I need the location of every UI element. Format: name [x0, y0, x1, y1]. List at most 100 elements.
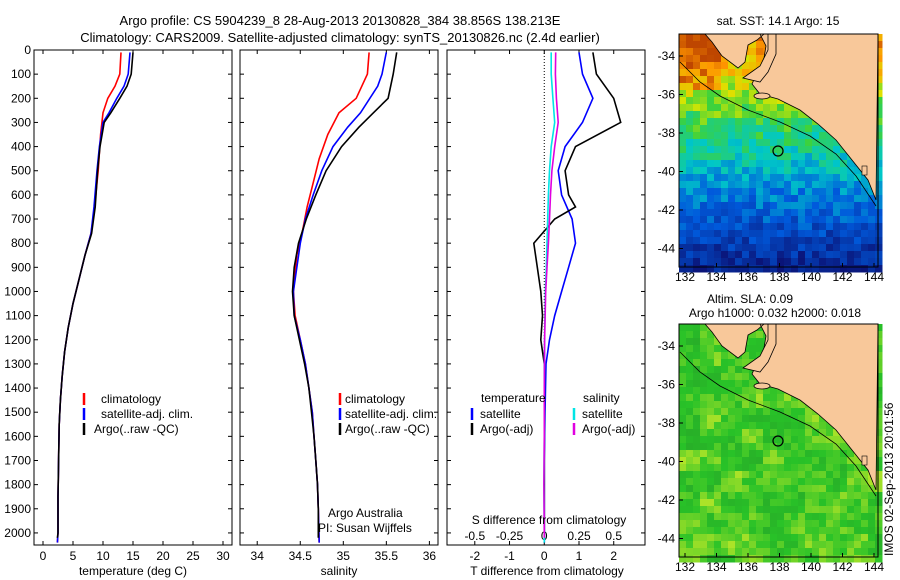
sst-field-cell	[728, 195, 736, 203]
sla-field-cell	[714, 527, 722, 535]
sst-field-cell	[763, 251, 771, 259]
sst-field-cell	[854, 223, 862, 231]
sla-field-cell	[798, 534, 806, 542]
sla-field-cell	[742, 541, 750, 549]
sla-field-cell	[833, 450, 841, 458]
sla-field-cell	[791, 429, 799, 437]
sst-field-cell	[707, 41, 715, 49]
sst-field-cell	[714, 174, 722, 182]
sst-field-cell	[707, 83, 715, 91]
sst-field-cell	[875, 34, 883, 42]
sla-field-cell	[693, 401, 701, 409]
sst-field-cell	[770, 216, 778, 224]
sla-field-cell	[742, 520, 750, 528]
sst-field-cell	[875, 209, 883, 217]
sst-field-cell	[868, 216, 876, 224]
sla-field-cell	[791, 471, 799, 479]
sst-field-cell	[875, 181, 883, 189]
sla-field-cell	[707, 450, 715, 458]
sla-field-cell	[868, 478, 876, 486]
sla-field-cell	[875, 373, 883, 381]
sst-field-cell	[875, 223, 883, 231]
sla-field-cell	[707, 527, 715, 535]
sst-field-cell	[700, 125, 708, 133]
sla-field-cell	[826, 548, 834, 556]
temperature-x-tick-label: 0	[40, 549, 47, 563]
sla-field-cell	[763, 436, 771, 444]
sst-field-cell	[833, 188, 841, 196]
sla-field-cell	[847, 534, 855, 542]
sst-field-cell	[679, 125, 687, 133]
sla-field-cell	[784, 513, 792, 521]
sst-field-cell	[756, 118, 764, 126]
sst-field-cell	[728, 223, 736, 231]
sla-field-cell	[770, 408, 778, 416]
sla-field-cell	[707, 471, 715, 479]
sst-field-cell	[826, 265, 834, 273]
sst-field-cell	[798, 160, 806, 168]
sst-field-cell	[791, 132, 799, 140]
sst-field-cell	[798, 125, 806, 133]
sla-field-cell	[686, 345, 694, 353]
sla-field-cell	[693, 338, 701, 346]
sst-field-cell	[721, 97, 729, 105]
sla-field-cell	[777, 408, 785, 416]
sst-field-cell	[714, 209, 722, 217]
sst-field-cell	[707, 230, 715, 238]
sst-field-cell	[791, 202, 799, 210]
sla-field-cell	[693, 324, 701, 332]
sst-field-cell	[679, 69, 687, 77]
sst-field-cell	[833, 139, 841, 147]
sst-field-cell	[679, 76, 687, 84]
sla-field-cell	[728, 415, 736, 423]
sla-field-cell	[840, 485, 848, 493]
sla-field-cell	[700, 338, 708, 346]
sla-field-cell	[861, 464, 869, 472]
sst-field-cell	[763, 167, 771, 175]
sla-field-cell	[735, 485, 743, 493]
sst-field-cell	[749, 104, 757, 112]
sst-field-cell	[777, 160, 785, 168]
sst-field-cell	[798, 258, 806, 266]
sla-field-cell	[777, 478, 785, 486]
sst-field-cell	[875, 69, 883, 77]
sla-field-cell	[770, 520, 778, 528]
sst-field-cell	[679, 188, 687, 196]
sla-field-cell	[742, 527, 750, 535]
sla-field-cell	[749, 408, 757, 416]
sst-field-cell	[784, 188, 792, 196]
sla-field-cell	[819, 478, 827, 486]
sla-field-cell	[679, 555, 687, 563]
temperature-series-argo-raw-qc-	[56, 52, 134, 538]
sla-field-cell	[763, 527, 771, 535]
sst-field-cell	[868, 237, 876, 245]
legend-label-t-satellite: satellite	[480, 407, 521, 421]
sst-field-cell	[700, 111, 708, 119]
sla-field-cell	[735, 415, 743, 423]
sla-field-cell	[728, 429, 736, 437]
sla-field-cell	[742, 464, 750, 472]
sst-field-cell	[854, 258, 862, 266]
map-x-tick-label: 144	[864, 560, 884, 574]
sla-field-cell	[749, 457, 757, 465]
sst-field-cell	[721, 195, 729, 203]
legend-label-t-argo: Argo(-adj)	[480, 422, 533, 436]
sla-field-cell	[756, 345, 764, 353]
sla-field-cell	[749, 401, 757, 409]
sst-field-cell	[847, 223, 855, 231]
sst-field-cell	[721, 118, 729, 126]
sla-field-cell	[791, 443, 799, 451]
sst-field-cell	[714, 132, 722, 140]
sla-field-cell	[686, 443, 694, 451]
sla-field-cell	[805, 534, 813, 542]
temperature-x-tick-label: 30	[216, 549, 230, 563]
sla-field-cell	[735, 359, 743, 367]
sla-field-cell	[805, 464, 813, 472]
sla-field-cell	[819, 485, 827, 493]
sst-field-cell	[721, 69, 729, 77]
sst-field-cell	[693, 125, 701, 133]
sst-map: sat. SST: 14.1 Argo: 15	[678, 14, 883, 273]
sla-field-cell	[840, 450, 848, 458]
sst-field-cell	[840, 153, 848, 161]
depth-tick-label: 1700	[4, 453, 31, 467]
